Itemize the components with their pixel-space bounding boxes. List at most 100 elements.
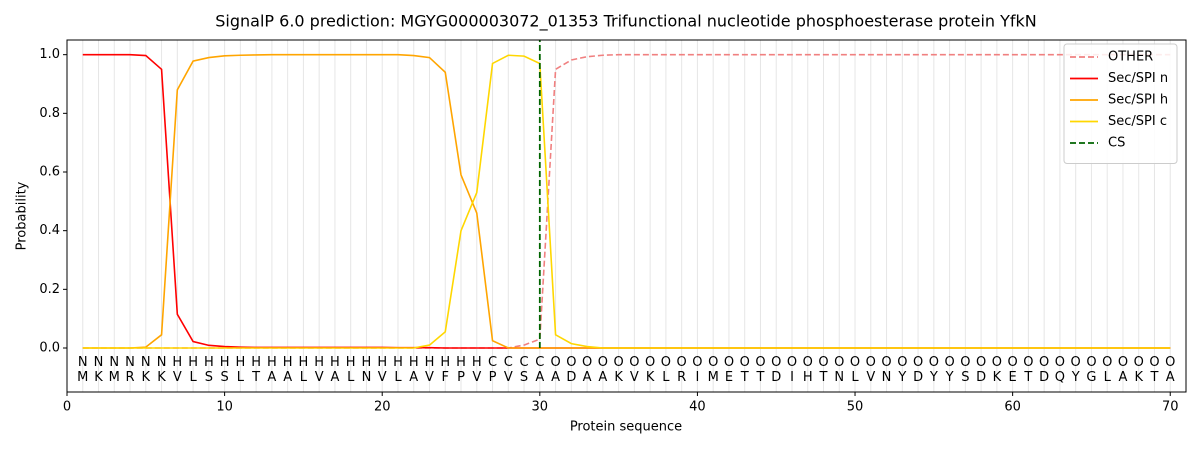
plot-frame [66,39,1187,393]
region-label: O [1134,355,1144,370]
x-tick-label: 40 [689,400,706,415]
y-tick-label: 0.4 [39,223,60,238]
residue: A [535,370,544,385]
residue: K [614,370,623,385]
region-label: O [818,355,828,370]
region-label: O [929,355,939,370]
residue: V [866,370,875,385]
residue: V [425,370,434,385]
region-label: O [1071,355,1081,370]
residue: D [1039,370,1049,385]
y-tick-label: 0.6 [39,165,60,180]
x-tick-label: 30 [532,400,549,415]
region-label: C [535,355,544,370]
residue: E [1009,370,1017,385]
legend-label: CS [1108,136,1125,151]
residue: A [1166,370,1175,385]
region-label: C [520,355,529,370]
residue: Y [929,370,938,385]
residue: G [1086,370,1096,385]
residue: D [566,370,576,385]
residue: T [755,370,764,385]
legend-box [1063,43,1178,164]
residue: H [803,370,813,385]
region-label: O [755,355,765,370]
region-label: O [803,355,813,370]
x-tick-label: 70 [1162,400,1179,415]
residue: P [457,370,465,385]
region-label: N [125,355,135,370]
residue: K [94,370,103,385]
residue: A [267,370,276,385]
y-axis-label: Probability [15,181,30,250]
region-label: H [283,355,293,370]
region-label: H [251,355,261,370]
region-label: H [299,355,309,370]
region-label: H [267,355,277,370]
legend-label: Sec/SPI c [1108,114,1167,129]
residue: S [220,370,228,385]
residue: M [109,370,120,385]
region-label: C [504,355,513,370]
residue: S [205,370,213,385]
residue: N [362,370,372,385]
region-label: O [866,355,876,370]
region-label: O [897,355,907,370]
region-label: O [1165,355,1175,370]
chart-title: SignalP 6.0 prediction: MGYG000003072_01… [215,12,1037,32]
y-tick-label: 0.2 [39,282,60,297]
residue: K [993,370,1002,385]
region-label: O [771,355,781,370]
region-label: O [960,355,970,370]
region-label: H [409,355,419,370]
y-tick-label: 0.0 [39,341,60,356]
residue: T [1150,370,1159,385]
residue: L [189,370,197,385]
region-label: O [661,355,671,370]
region-label: N [109,355,119,370]
residue: N [834,370,844,385]
residue: A [598,370,607,385]
region-label: O [1008,355,1018,370]
residue: L [347,370,355,385]
legend-label: Sec/SPI h [1108,93,1168,108]
x-tick-label: 10 [216,400,233,415]
residue: L [394,370,402,385]
region-label: O [992,355,1002,370]
region-label: O [1055,355,1065,370]
legend-label: Sec/SPI n [1108,71,1168,86]
region-label: O [629,355,639,370]
residue: D [771,370,781,385]
residue: K [1134,370,1143,385]
region-label: H [425,355,435,370]
residue: K [646,370,655,385]
residue: A [409,370,418,385]
y-tick-label: 1.0 [39,47,60,62]
residue: M [708,370,719,385]
region-label: H [472,355,482,370]
residue: F [442,370,449,385]
residue: Y [897,370,906,385]
region-label: O [1149,355,1159,370]
residue: E [725,370,733,385]
x-tick-label: 0 [63,400,71,415]
residue: T [251,370,260,385]
residue: A [583,370,592,385]
residue: L [662,370,670,385]
region-label: O [582,355,592,370]
residue: A [330,370,339,385]
region-label: O [850,355,860,370]
residue: D [913,370,923,385]
region-label: H [172,355,182,370]
residue: A [283,370,292,385]
region-label: H [220,355,230,370]
region-label: O [944,355,954,370]
region-label: H [362,355,372,370]
region-label: O [677,355,687,370]
region-label: H [346,355,356,370]
residue: R [677,370,686,385]
legend-label: OTHER [1108,50,1153,65]
series-line [82,54,1171,349]
